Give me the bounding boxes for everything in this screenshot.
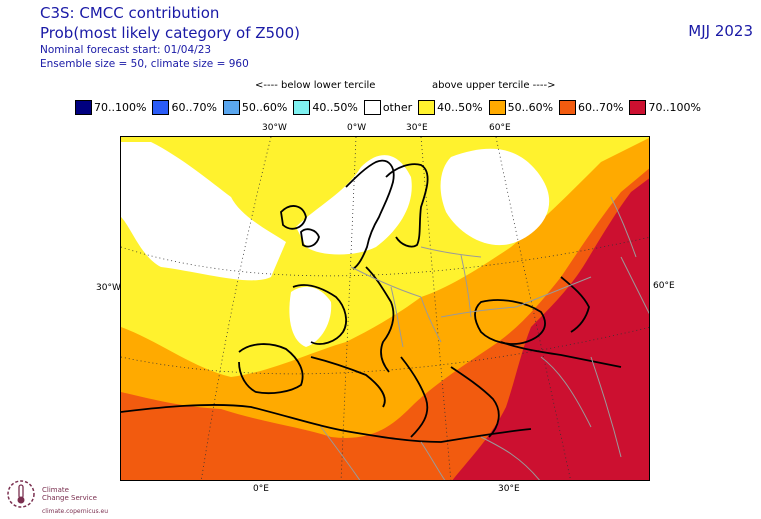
legend-swatch	[363, 99, 381, 115]
probability-map	[120, 136, 650, 481]
white-region	[440, 148, 550, 246]
lon-label-bottom: 30°E	[498, 484, 520, 494]
legend-label: 70..100%	[94, 100, 147, 114]
copernicus-logo: Climate Change Service climate.copernicu…	[6, 476, 156, 516]
legend-item: 40..50%	[418, 99, 483, 115]
graticule	[121, 137, 649, 480]
legend-swatch	[293, 99, 311, 115]
lon-label-top: 30°W	[262, 123, 287, 133]
legend-item: 40..50%	[293, 99, 358, 115]
logo-name: Climate	[42, 486, 69, 494]
legend-swatch	[222, 99, 240, 115]
legend-swatch	[488, 99, 506, 115]
probability-legend: 70..100% 60..70% 50..60% 40..50% other 4…	[75, 98, 707, 116]
logo-name: Change Service	[42, 494, 97, 502]
lon-label-top: 0°W	[347, 123, 367, 133]
lon-label-top: 30°E	[406, 123, 428, 133]
above-tercile-label: above upper tercile ---->	[432, 80, 556, 91]
below-tercile-label: <---- below lower tercile	[255, 80, 376, 91]
lon-label-right: 60°E	[653, 281, 675, 291]
legend-swatch	[629, 99, 647, 115]
legend-item: 50..60%	[488, 99, 554, 115]
legend-swatch	[75, 99, 92, 115]
climate-logo-icon	[7, 480, 35, 508]
legend-label: 50..60%	[507, 100, 554, 114]
season-label: MJJ 2023	[688, 22, 753, 40]
white-region	[296, 155, 412, 255]
lon-label-left: 30°W	[96, 283, 121, 293]
legend-label: 70..100%	[648, 100, 701, 114]
map-subtitle: Prob(most likely category of Z500)	[40, 24, 300, 42]
legend-label: 60..70%	[578, 100, 624, 114]
legend-swatch	[559, 99, 577, 115]
legend-label: 50..60%	[241, 100, 288, 114]
forecast-start-label: Nominal forecast start: 01/04/23	[40, 44, 212, 56]
map-title: C3S: CMCC contribution	[40, 4, 220, 22]
legend-label: other	[382, 100, 413, 114]
legend-item: 70..100%	[75, 99, 147, 115]
white-region	[121, 142, 286, 281]
legend-swatch	[152, 99, 170, 115]
legend-item: 50..60%	[222, 99, 288, 115]
legend-item: other	[363, 99, 413, 115]
logo-url: climate.copernicus.eu	[42, 508, 109, 515]
legend-item: 60..70%	[559, 99, 624, 115]
legend-item: 60..70%	[152, 99, 217, 115]
white-region	[289, 286, 332, 347]
borders	[320, 196, 649, 480]
lon-label-top: 60°E	[489, 123, 511, 133]
red-region	[452, 178, 649, 480]
lon-label-bottom: 0°E	[253, 484, 269, 494]
legend-label: 40..50%	[312, 100, 358, 114]
map-canvas	[121, 137, 649, 480]
ensemble-size-label: Ensemble size = 50, climate size = 960	[40, 58, 249, 70]
legend-item: 70..100%	[629, 99, 701, 115]
legend-swatch	[418, 99, 436, 115]
legend-label: 40..50%	[437, 100, 483, 114]
legend-label: 60..70%	[171, 100, 217, 114]
